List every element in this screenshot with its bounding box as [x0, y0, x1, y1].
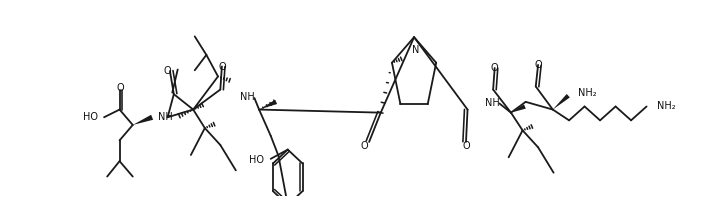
Text: O: O — [218, 62, 226, 72]
Text: NH: NH — [239, 92, 255, 102]
Text: O: O — [360, 141, 368, 151]
Text: O: O — [463, 141, 471, 151]
Text: HO: HO — [83, 112, 98, 122]
Text: O: O — [164, 66, 172, 76]
Text: NH₂: NH₂ — [658, 101, 676, 112]
Polygon shape — [553, 94, 570, 110]
Text: O: O — [491, 63, 498, 73]
Polygon shape — [511, 104, 526, 113]
Polygon shape — [133, 115, 153, 125]
Text: NH: NH — [159, 112, 173, 122]
Text: O: O — [534, 60, 542, 70]
Text: NH: NH — [485, 98, 500, 108]
Polygon shape — [259, 100, 277, 110]
Text: O: O — [117, 83, 124, 93]
Text: NH₂: NH₂ — [578, 88, 596, 98]
Text: HO: HO — [249, 155, 265, 165]
Text: N: N — [412, 45, 420, 55]
